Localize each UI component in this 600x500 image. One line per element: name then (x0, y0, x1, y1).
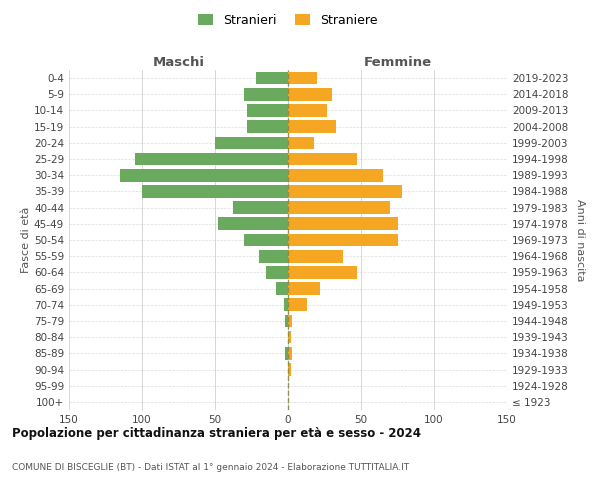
Bar (259, 250, 288, 262)
Bar (244, 88, 288, 101)
Bar (288, 282, 320, 295)
Bar (288, 298, 307, 311)
Bar (142, 185, 288, 198)
Bar (120, 169, 288, 181)
Bar (288, 314, 292, 328)
Text: Maschi: Maschi (152, 56, 205, 69)
Bar (288, 104, 328, 117)
Y-axis label: Anni di nascita: Anni di nascita (575, 198, 585, 281)
Bar (134, 152, 288, 166)
Bar (285, 314, 288, 328)
Bar (288, 185, 402, 198)
Bar (266, 266, 288, 278)
Bar (256, 72, 288, 85)
Legend: Stranieri, Straniere: Stranieri, Straniere (193, 8, 383, 32)
Bar (288, 88, 332, 101)
Bar (247, 104, 288, 117)
Bar (277, 282, 288, 295)
Text: Femmine: Femmine (364, 56, 431, 69)
Bar (285, 347, 288, 360)
Bar (288, 331, 291, 344)
Text: Popolazione per cittadinanza straniera per età e sesso - 2024: Popolazione per cittadinanza straniera p… (12, 428, 421, 440)
Bar (288, 218, 398, 230)
Bar (288, 363, 291, 376)
Bar (288, 250, 343, 262)
Bar (218, 218, 288, 230)
Bar (288, 169, 383, 181)
Bar (215, 136, 288, 149)
Bar (288, 266, 356, 278)
Bar (288, 234, 398, 246)
Bar (288, 120, 336, 133)
Bar (288, 72, 317, 85)
Bar (288, 202, 390, 214)
Bar (233, 202, 288, 214)
Bar (247, 120, 288, 133)
Bar (288, 152, 356, 166)
Y-axis label: Fasce di età: Fasce di età (21, 207, 31, 273)
Bar (244, 234, 288, 246)
Text: COMUNE DI BISCEGLIE (BT) - Dati ISTAT al 1° gennaio 2024 - Elaborazione TUTTITAL: COMUNE DI BISCEGLIE (BT) - Dati ISTAT al… (12, 462, 409, 471)
Bar (288, 347, 292, 360)
Bar (284, 298, 288, 311)
Bar (288, 136, 314, 149)
